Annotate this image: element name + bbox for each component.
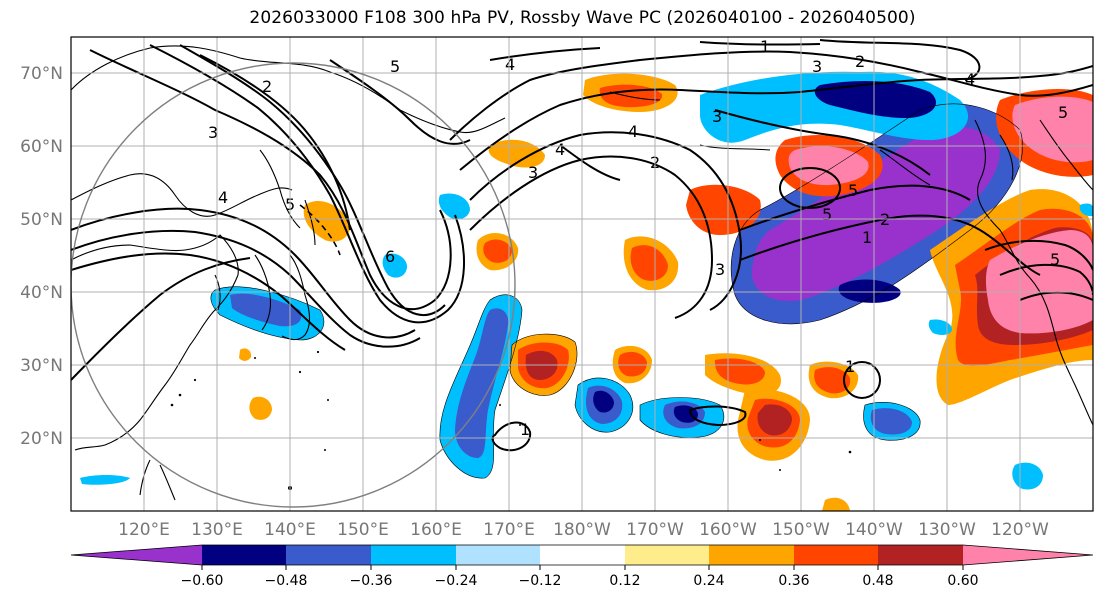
colorbar-segment — [878, 545, 963, 565]
colorbar-segment — [371, 545, 456, 565]
colorbar-segment — [709, 545, 794, 565]
colorbar-tick-label: 0.24 — [693, 573, 724, 589]
svg-text:3: 3 — [712, 107, 722, 126]
colorbar-segment — [963, 545, 1093, 565]
colorbar-segment — [794, 545, 878, 565]
svg-text:2: 2 — [262, 77, 272, 96]
svg-text:3: 3 — [715, 260, 725, 279]
range-circle — [71, 62, 516, 508]
colorbar-tick-label: 0.36 — [778, 573, 809, 589]
colorbar-tick-label: −0.60 — [181, 573, 224, 589]
lat-label: 70°N — [20, 64, 63, 84]
colorbar-segment — [286, 545, 371, 565]
svg-text:4: 4 — [505, 55, 515, 74]
map-title: 2026033000 F108 300 hPa PV, Rossby Wave … — [249, 8, 916, 28]
svg-text:1: 1 — [760, 37, 770, 56]
colorbar-tick-label: 0.12 — [609, 573, 640, 589]
svg-text:1: 1 — [845, 357, 855, 376]
lon-label: 140°E — [264, 520, 316, 540]
colorbar-tick-label: −0.12 — [519, 573, 562, 589]
svg-text:2: 2 — [855, 52, 865, 71]
pv-shading — [80, 71, 1093, 511]
lat-label: 30°N — [20, 356, 63, 376]
map-frame — [70, 36, 1094, 512]
dashed-contour — [299, 204, 341, 256]
svg-text:5: 5 — [390, 57, 400, 76]
lat-label: 20°N — [20, 429, 63, 449]
lon-label: 160°W — [699, 520, 757, 540]
lon-labels: 120°E 130°E 140°E 150°E 160°E 170°E 180°… — [118, 520, 1049, 540]
lon-label: 120°W — [991, 520, 1049, 540]
lat-label: 40°N — [20, 283, 63, 303]
map-panel: 1 2 3 4 2 3 4 4 3 4 2 3 3 5 5 2 1 6 5 1 … — [71, 37, 1093, 511]
lon-label: 160°E — [410, 520, 462, 540]
lon-label: 150°E — [337, 520, 389, 540]
colorbar-tick-label: −0.36 — [350, 573, 393, 589]
colorbar-segment — [456, 545, 540, 565]
lon-label: 170°E — [483, 520, 535, 540]
svg-text:5: 5 — [848, 181, 858, 200]
lon-label: 130°W — [918, 520, 976, 540]
colorbar-segment — [202, 545, 286, 565]
gridlines — [71, 37, 1093, 511]
lat-labels: 70°N 60°N 50°N 40°N 30°N 20°N — [20, 64, 63, 449]
svg-text:3: 3 — [528, 163, 538, 182]
colorbar-segment — [71, 545, 202, 565]
svg-text:5: 5 — [1058, 103, 1068, 122]
lon-label: 170°W — [626, 520, 684, 540]
colorbar-tick-label: −0.24 — [435, 573, 478, 589]
colorbar-tick-label: −0.48 — [265, 573, 308, 589]
colorbar-segment — [540, 545, 625, 565]
svg-text:5: 5 — [822, 205, 832, 224]
svg-text:3: 3 — [812, 57, 822, 76]
lon-label: 150°W — [772, 520, 830, 540]
islands — [170, 350, 852, 490]
svg-text:4: 4 — [965, 70, 975, 89]
lon-label: 180°W — [553, 520, 611, 540]
svg-text:4: 4 — [218, 188, 228, 207]
lon-label: 120°E — [118, 520, 170, 540]
lat-label: 60°N — [20, 137, 63, 157]
svg-text:4: 4 — [555, 140, 565, 159]
colorbar-segment — [625, 545, 709, 565]
lon-label: 140°W — [845, 520, 903, 540]
svg-text:1: 1 — [862, 228, 872, 247]
svg-text:6: 6 — [385, 247, 395, 266]
colorbar-tick-label: 0.60 — [947, 573, 978, 589]
svg-text:1: 1 — [520, 420, 530, 439]
svg-text:5: 5 — [1050, 250, 1060, 269]
svg-text:3: 3 — [208, 123, 218, 142]
colorbar: −0.60 −0.48 −0.36 −0.24 −0.12 0.12 0.24 0.36 0.4… — [70, 544, 1094, 589]
pv-contours — [71, 39, 1093, 452]
svg-text:4: 4 — [628, 122, 638, 141]
lat-label: 50°N — [20, 210, 63, 230]
lon-label: 130°E — [191, 520, 243, 540]
colorbar-tick-label: 0.48 — [862, 573, 893, 589]
